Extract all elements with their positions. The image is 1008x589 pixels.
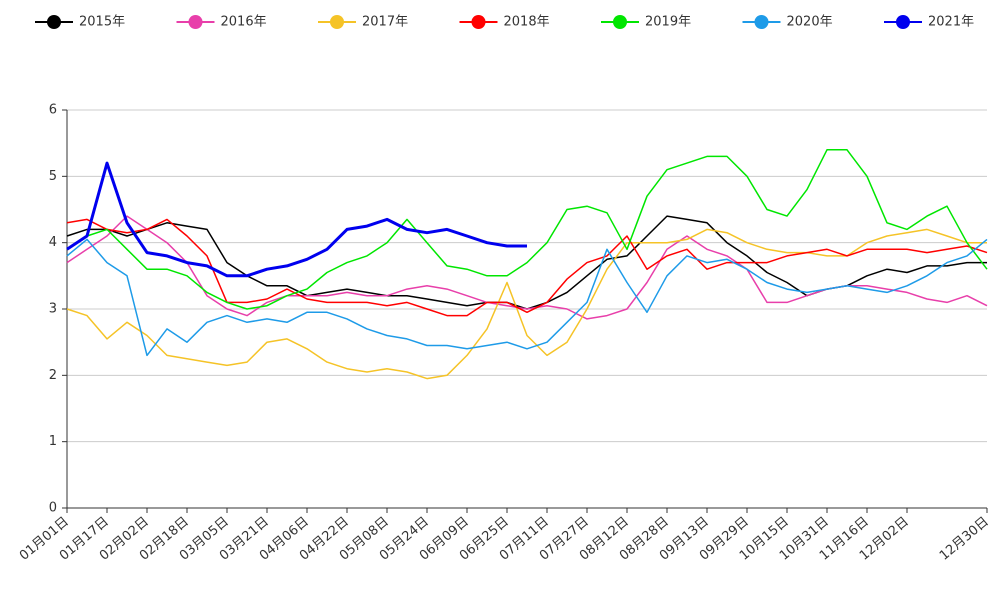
- legend-item: 2016年: [176, 15, 267, 30]
- series-line: [66, 218, 988, 317]
- legend-item: 2018年: [459, 15, 550, 30]
- legend-marker: [330, 15, 344, 29]
- series-line: [66, 228, 987, 380]
- series-line: [66, 215, 988, 320]
- series-line: [66, 161, 527, 278]
- y-tick-label: 0: [49, 501, 57, 516]
- legend-label: 2021年: [928, 15, 974, 30]
- legend-item: 2021年: [884, 15, 974, 30]
- y-tick-label: 2: [49, 368, 57, 383]
- y-tick-label: 3: [49, 302, 57, 317]
- legend-marker: [471, 15, 486, 29]
- legend-marker: [188, 15, 203, 29]
- y-tick-label: 5: [49, 169, 57, 184]
- legend-item: 2020年: [742, 15, 833, 30]
- legend-item: 2015年: [35, 15, 125, 30]
- series-line: [66, 149, 988, 310]
- legend-marker: [896, 15, 910, 29]
- legend-marker: [754, 15, 769, 29]
- legend-marker: [613, 15, 627, 29]
- y-tick-label: 6: [49, 103, 57, 118]
- legend-marker: [47, 15, 61, 29]
- legend-label: 2019年: [645, 15, 691, 30]
- x-tick-label: 12月30日: [937, 514, 992, 563]
- legend-label: 2018年: [504, 15, 550, 30]
- legend-label: 2016年: [221, 15, 267, 30]
- legend-item: 2017年: [318, 15, 408, 30]
- legend-label: 2015年: [79, 15, 125, 30]
- series-line: [66, 238, 988, 357]
- legend-label: 2017年: [362, 15, 408, 30]
- legend-item: 2019年: [601, 15, 691, 30]
- legend-label: 2020年: [787, 15, 833, 30]
- y-tick-label: 1: [49, 434, 57, 449]
- y-tick-label: 4: [49, 235, 57, 250]
